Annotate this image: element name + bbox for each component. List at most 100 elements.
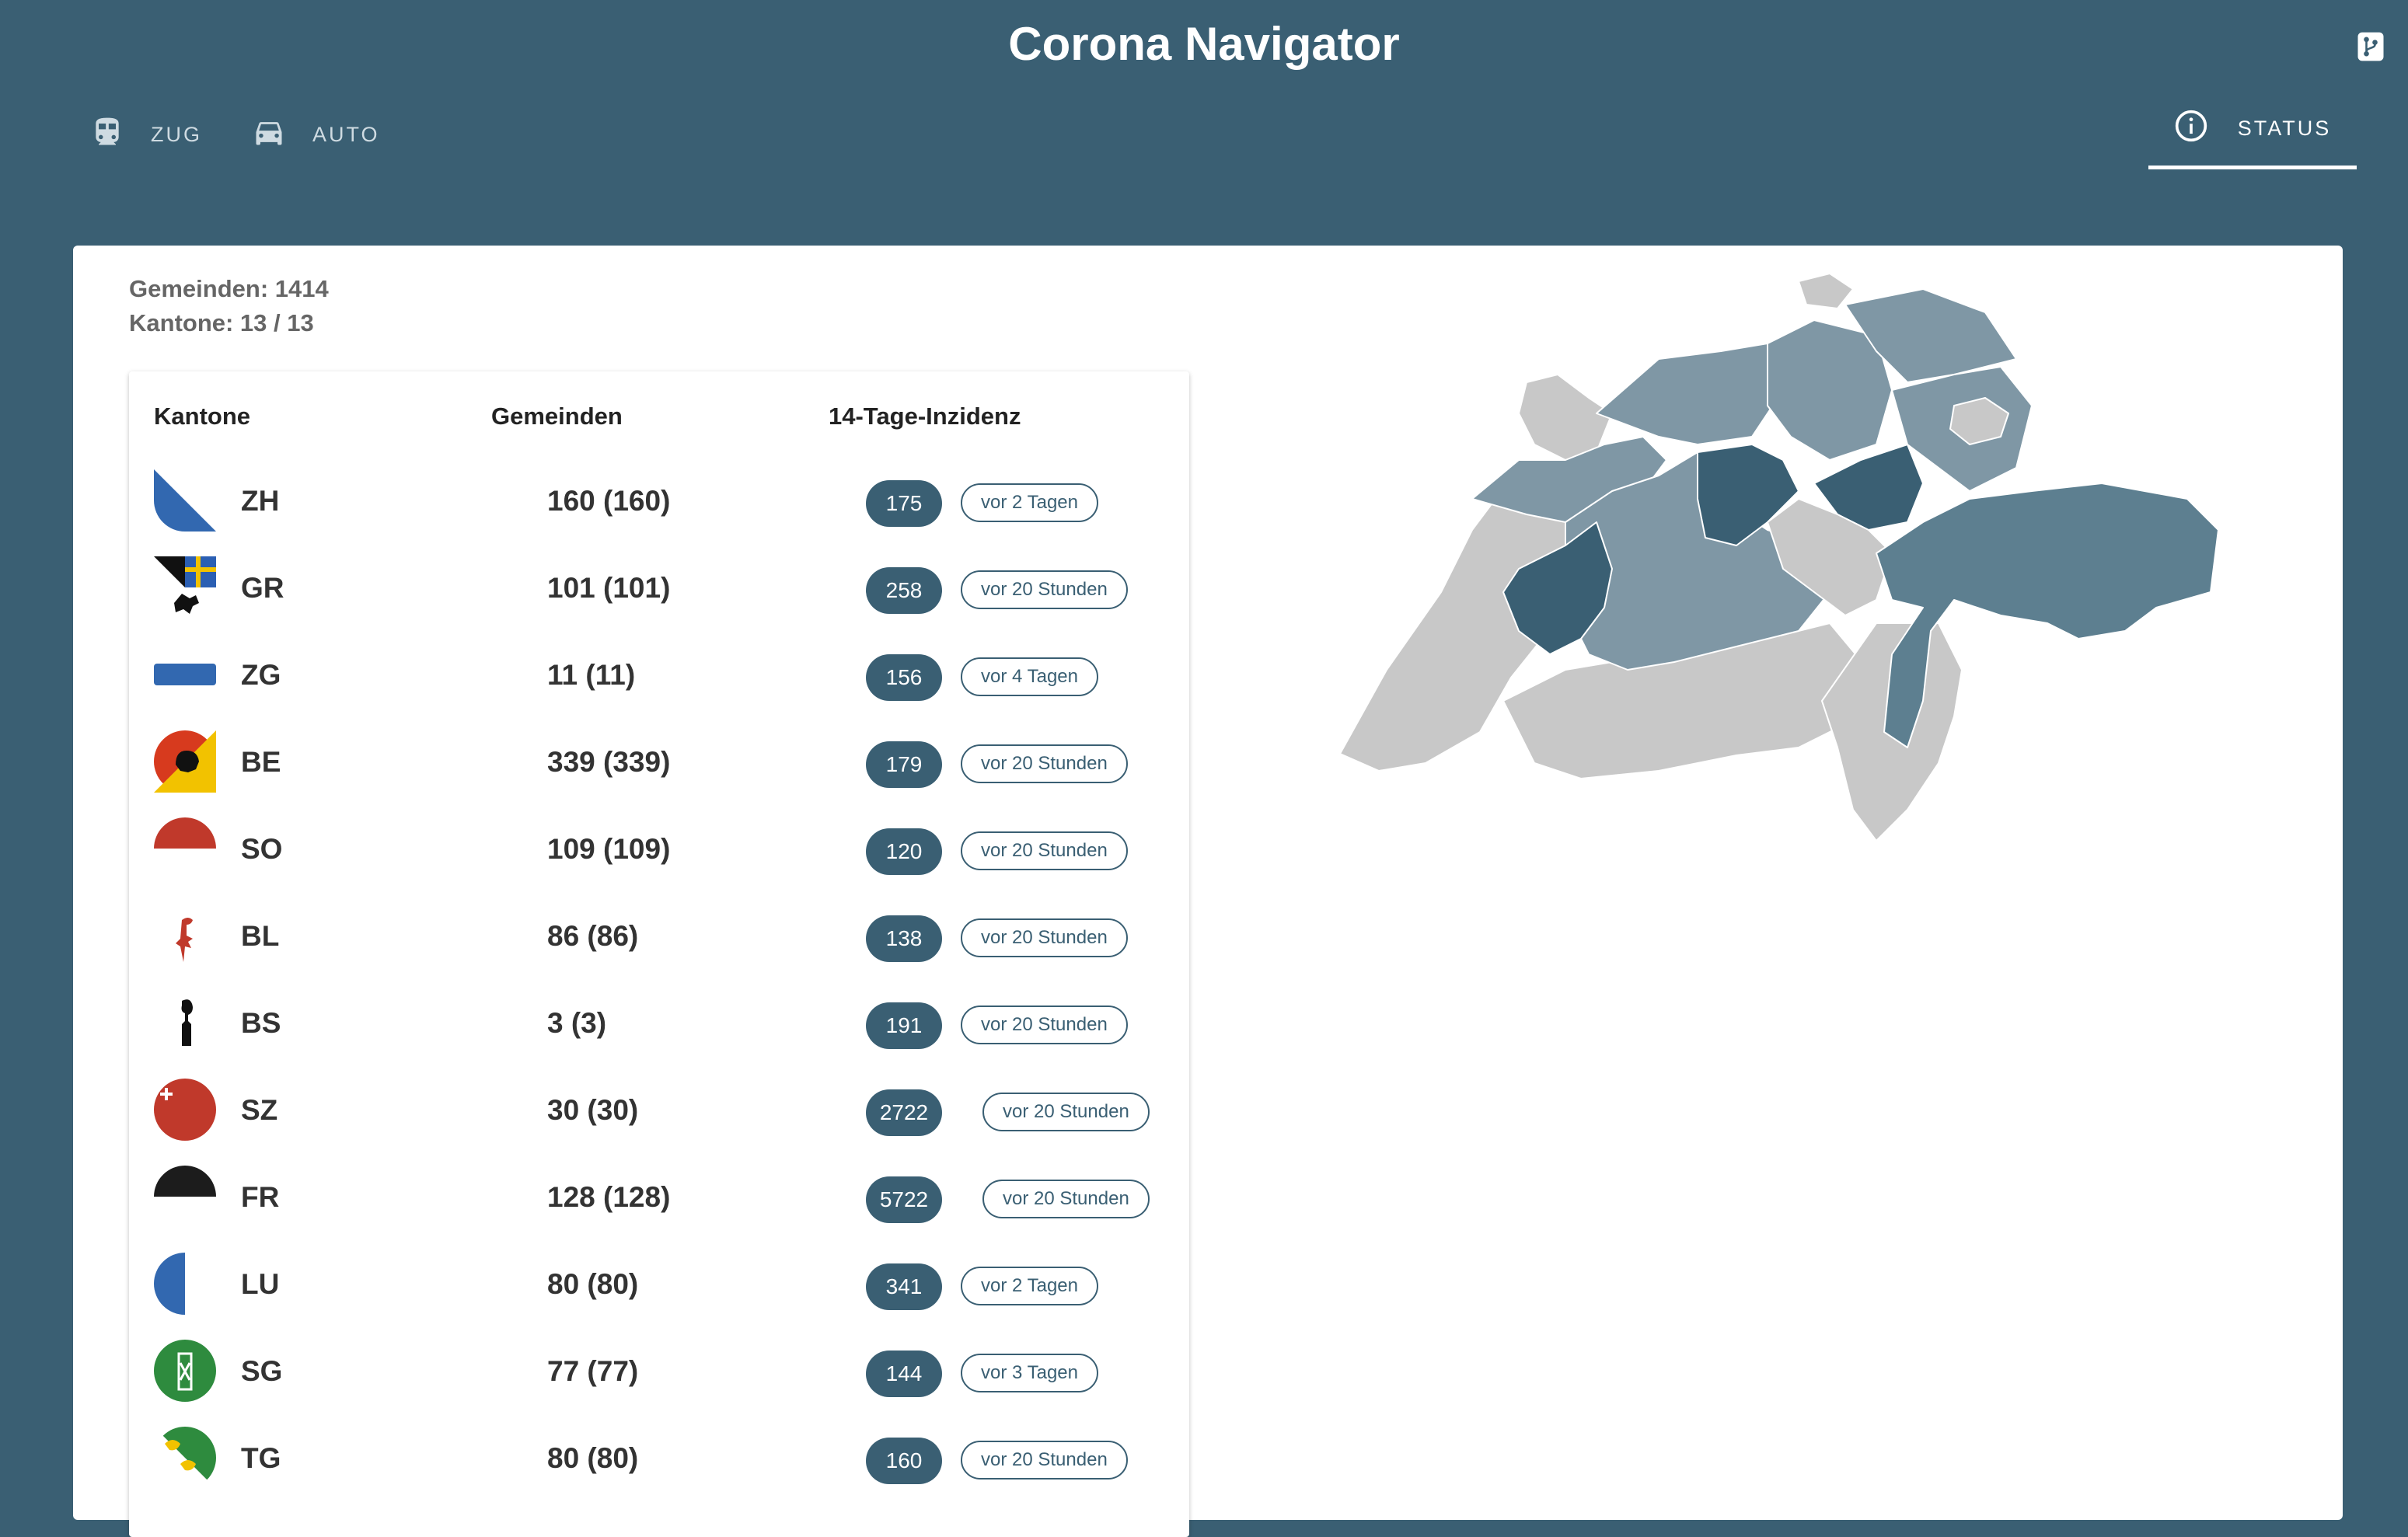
incidence-badge: 2722	[866, 1089, 942, 1136]
summary-gemeinden: Gemeinden: 1414	[129, 275, 329, 302]
canton-code: SG	[241, 1355, 283, 1387]
summary-kantone: Kantone: 13 / 13	[129, 309, 314, 336]
updated-chip: vor 2 Tagen	[961, 483, 1098, 522]
canton-flag-fr-icon	[154, 1166, 216, 1228]
map-region-appenzell	[1949, 397, 2009, 445]
municipality-count: 80 (80)	[547, 1268, 639, 1300]
updated-chip: vor 2 Tagen	[961, 1267, 1098, 1305]
canton-code: BS	[241, 1007, 281, 1039]
tab-auto-label: AUTO	[312, 123, 380, 146]
municipality-count: 80 (80)	[547, 1442, 639, 1474]
updated-chip: vor 3 Tagen	[961, 1354, 1098, 1392]
canton-code: GR	[241, 572, 284, 604]
table-row[interactable]: FR 128 (128) 5722 vor 20 Stunden	[154, 1153, 1164, 1240]
incidence-badge: 258	[866, 567, 942, 614]
canton-flag-lu-icon	[154, 1253, 216, 1315]
incidence-badge: 144	[866, 1351, 942, 1397]
municipality-count: 128 (128)	[547, 1181, 671, 1213]
municipality-count: 86 (86)	[547, 920, 639, 952]
canton-table: Kantone Gemeinden 14-Tage-Inzidenz ZH 160…	[129, 371, 1189, 1537]
updated-chip: vor 20 Stunden	[961, 570, 1128, 609]
municipality-count: 77 (77)	[547, 1355, 639, 1387]
canton-flag-bs-icon	[154, 992, 216, 1054]
table-header: Kantone Gemeinden 14-Tage-Inzidenz	[154, 403, 1164, 434]
canton-code: TG	[241, 1442, 281, 1474]
table-body: ZH 160 (160) 175 vor 2 Tagen GR 101 (101) 258 v…	[154, 457, 1164, 1501]
table-row[interactable]: SO 109 (109) 120 vor 20 Stunden	[154, 805, 1164, 892]
updated-chip: vor 20 Stunden	[961, 1005, 1128, 1044]
table-row[interactable]: GR 101 (101) 258 vor 20 Stunden	[154, 544, 1164, 631]
municipality-count: 339 (339)	[547, 746, 671, 778]
mode-tabs: ZUG AUTO	[90, 115, 380, 155]
canton-code: BE	[241, 746, 281, 778]
canton-flag-sz-icon	[154, 1079, 216, 1141]
updated-chip: vor 20 Stunden	[982, 1093, 1150, 1131]
table-row[interactable]: BL 86 (86) 138 vor 20 Stunden	[154, 892, 1164, 979]
updated-chip: vor 20 Stunden	[961, 831, 1128, 870]
canton-flag-be-icon	[154, 730, 216, 793]
map-region-schaffhausen	[1798, 273, 1854, 309]
table-row[interactable]: SG 77 (77) 144 vor 3 Tagen	[154, 1327, 1164, 1414]
updated-chip: vor 20 Stunden	[961, 918, 1128, 957]
table-row[interactable]: LU 80 (80) 341 vor 2 Tagen	[154, 1240, 1164, 1327]
incidence-badge: 341	[866, 1263, 942, 1310]
incidence-badge: 138	[866, 915, 942, 962]
table-row[interactable]: BS 3 (3) 191 vor 20 Stunden	[154, 979, 1164, 1066]
updated-chip: vor 4 Tagen	[961, 657, 1098, 696]
info-icon	[2174, 109, 2208, 148]
canton-flag-gr-icon	[154, 556, 216, 619]
tab-zug-label: ZUG	[151, 123, 202, 146]
incidence-badge: 191	[866, 1002, 942, 1049]
canton-flag-zh-icon	[154, 469, 216, 532]
tab-status[interactable]: STATUS	[2148, 92, 2357, 169]
municipality-count: 30 (30)	[547, 1094, 639, 1126]
car-icon	[252, 115, 286, 155]
table-row[interactable]: ZH 160 (160) 175 vor 2 Tagen	[154, 457, 1164, 544]
app-title: Corona Navigator	[1008, 18, 1400, 70]
canton-code: ZH	[241, 485, 280, 517]
tab-status-label: STATUS	[2237, 117, 2332, 140]
incidence-badge: 179	[866, 741, 942, 788]
updated-chip: vor 20 Stunden	[961, 1441, 1128, 1479]
municipality-count: 3 (3)	[547, 1007, 607, 1039]
map-region-zurich	[1767, 319, 1893, 461]
table-row[interactable]: ZG 11 (11) 156 vor 4 Tagen	[154, 631, 1164, 718]
status-card: Gemeinden: 1414 Kantone: 13 / 13 Kantone…	[73, 246, 2343, 1537]
canton-flag-so-icon	[154, 817, 216, 880]
canton-flag-tg-icon	[154, 1427, 216, 1489]
canton-code: FR	[241, 1181, 280, 1213]
map-region-aargau	[1596, 343, 1784, 445]
canton-code: SZ	[241, 1094, 278, 1126]
incidence-badge: 120	[866, 828, 942, 875]
canton-code: LU	[241, 1268, 280, 1300]
train-icon	[90, 115, 124, 155]
municipality-count: 11 (11)	[547, 659, 636, 691]
municipality-count: 101 (101)	[547, 572, 671, 604]
table-row[interactable]: SZ 30 (30) 2722 vor 20 Stunden	[154, 1066, 1164, 1153]
tab-auto[interactable]: AUTO	[252, 115, 380, 155]
header-kantone: Kantone	[154, 403, 250, 430]
canton-flag-zg-icon	[154, 643, 216, 706]
table-row[interactable]: BE 339 (339) 179 vor 20 Stunden	[154, 718, 1164, 805]
incidence-badge: 175	[866, 480, 942, 527]
map-region-fribourg	[1502, 521, 1613, 655]
canton-flag-sg-icon	[154, 1340, 216, 1402]
updated-chip: vor 20 Stunden	[982, 1180, 1150, 1218]
tab-zug[interactable]: ZUG	[90, 115, 202, 155]
incidence-badge: 156	[866, 654, 942, 701]
table-row[interactable]: TG 80 (80) 160 vor 20 Stunden	[154, 1414, 1164, 1501]
switzerland-map[interactable]	[1332, 266, 2265, 856]
municipality-count: 109 (109)	[547, 833, 671, 865]
canton-flag-bl-icon	[154, 904, 216, 967]
updated-chip: vor 20 Stunden	[961, 744, 1128, 783]
map-region-graubunden	[1876, 483, 2219, 748]
incidence-badge: 5722	[866, 1176, 942, 1223]
header-gemeinden: Gemeinden	[491, 403, 623, 430]
incidence-badge: 160	[866, 1438, 942, 1484]
header-inzidenz: 14-Tage-Inzidenz	[829, 403, 1021, 430]
municipality-count: 160 (160)	[547, 485, 671, 517]
git-branch-icon[interactable]	[2354, 30, 2388, 64]
canton-code: BL	[241, 920, 280, 952]
canton-code: ZG	[241, 659, 281, 691]
summary: Gemeinden: 1414 Kantone: 13 / 13	[129, 272, 329, 340]
